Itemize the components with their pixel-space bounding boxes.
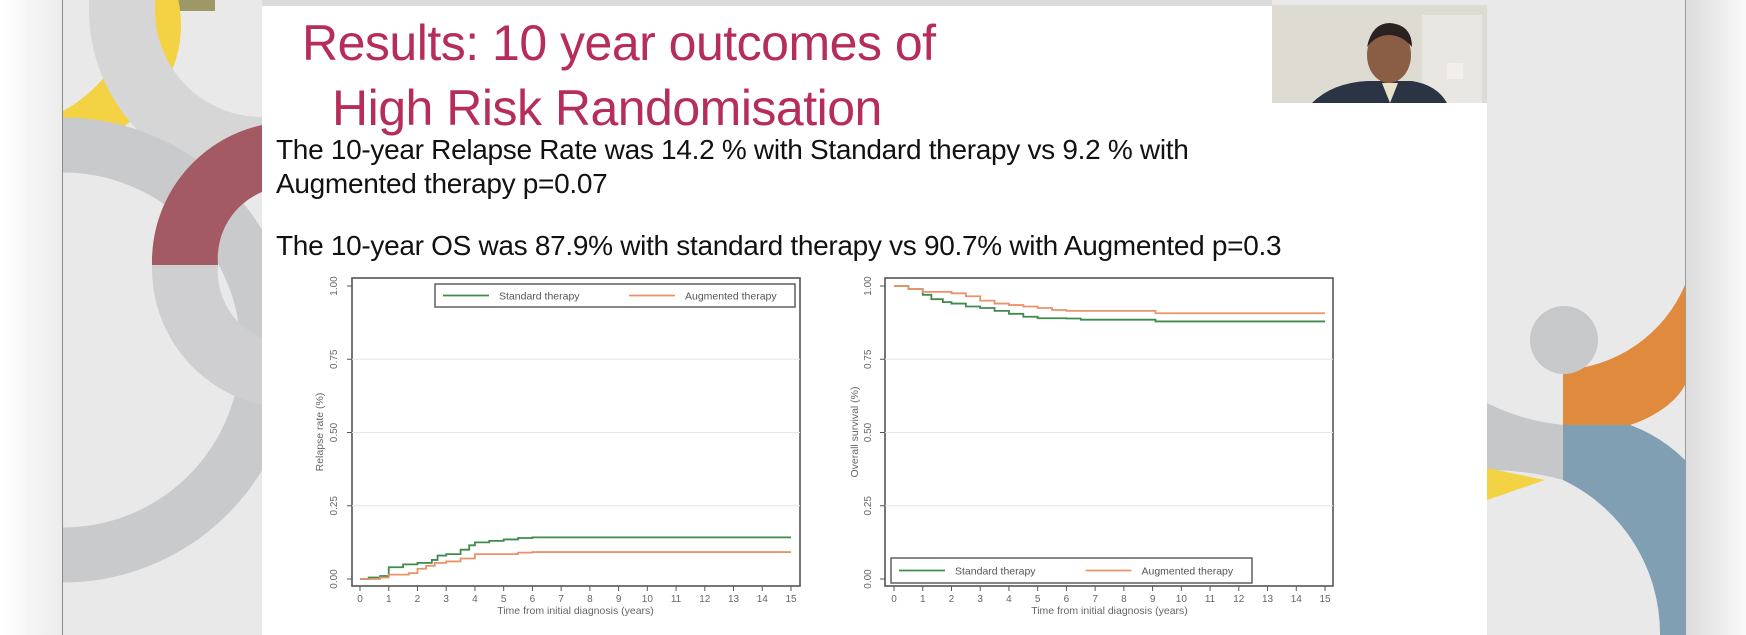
x-tick-label: 15 [1319,594,1331,605]
legend-label: Standard therapy [955,566,1036,578]
x-tick-label: 0 [357,594,363,605]
y-tick-label: 0.50 [329,422,340,442]
gray-arc-bottom [151,265,262,405]
y-tick-label: 0.75 [329,349,340,369]
presenter-webcam [1272,5,1487,103]
x-tick-label: 1 [920,594,926,605]
x-tick-label: 7 [558,594,564,605]
y-tick-label: 0.75 [863,349,874,369]
relapse-summary-line-2: Augmented therapy p=0.07 [276,168,608,199]
x-tick-label: 12 [699,594,711,605]
x-tick-label: 3 [977,594,983,605]
presenter-silhouette [1272,5,1487,103]
slide-title-line-2: High Risk Randomisation [332,80,882,136]
gray-dot [1530,306,1598,374]
y-tick-label: 0.50 [863,422,874,442]
legend-label: Standard therapy [499,291,580,303]
x-tick-label: 12 [1233,594,1245,605]
x-tick-label: 4 [472,594,478,605]
x-tick-label: 10 [1176,594,1188,605]
legend-box [890,557,1253,584]
gray-arc-right [1487,403,1563,480]
x-tick-label: 13 [1262,594,1274,605]
slide-top-strip [262,0,1272,6]
y-axis-label: Overall survival (%) [849,386,861,477]
x-tick-label: 9 [1150,594,1156,605]
orange-arc [1563,285,1685,425]
x-axis-label: Time from initial diagnosis (years) [497,605,654,617]
x-tick-label: 9 [616,594,622,605]
x-tick-label: 5 [1035,594,1041,605]
y-tick-label: 1.00 [863,276,874,296]
chart-legend: Standard therapy Augmented therapy [890,557,1253,584]
gray-arc-top [89,0,262,183]
blue-arc [1563,425,1685,635]
x-tick-label: 8 [587,594,593,605]
y-tick-label: 0.25 [329,496,340,516]
augmented-therapy-line [360,551,791,580]
x-tick-label: 11 [1205,594,1216,605]
standard-therapy-line [894,285,1325,323]
y-tick-label: 0.25 [863,496,874,516]
window-edge-left [0,0,63,635]
x-tick-label: 8 [1121,594,1127,605]
x-tick-label: 4 [1006,594,1012,605]
x-tick-label: 15 [785,594,797,605]
x-tick-label: 10 [642,594,654,605]
x-tick-label: 14 [1291,594,1303,605]
x-tick-label: 3 [443,594,449,605]
x-tick-label: 14 [757,594,769,605]
os-summary: The 10-year OS was 87.9% with standard t… [276,230,1282,261]
x-tick-label: 2 [415,594,421,605]
maroon-arc [151,125,262,265]
relapse-rate-chart: 0.000.250.500.751.000 1 2 3 4 5 6 7 8 9 10 11 12 13 14… [314,276,801,617]
y-tick-label: 0.00 [329,569,340,589]
overall-survival-chart: 0.000.250.500.751.000 1 2 3 4 5 6 7 8 9 10 11 12 13 14… [849,276,1334,617]
x-tick-label: 7 [1092,594,1098,605]
slide-title-line-1: Results: 10 year outcomes of [302,15,936,71]
x-tick-label: 1 [386,594,392,605]
x-tick-label: 11 [671,594,682,605]
y-axis-label: Relapse rate (%) [314,393,326,472]
x-tick-label: 5 [501,594,507,605]
x-tick-label: 2 [949,594,955,605]
legend-label: Augmented therapy [685,291,777,303]
x-tick-label: 6 [1064,594,1070,605]
x-tick-label: 0 [891,594,897,605]
relapse-summary-line-1: The 10-year Relapse Rate was 14.2 % with… [276,134,1189,165]
legend-box [434,283,796,308]
olive-block [148,0,215,11]
y-tick-label: 0.00 [863,569,874,589]
chart-legend: Standard therapy Augmented therapy [434,283,796,308]
augmented-therapy-line [894,285,1325,315]
yellow-sliver [1487,468,1545,500]
y-tick-label: 1.00 [329,276,340,296]
window-edge-right [1685,0,1746,635]
legend-label: Augmented therapy [1142,566,1234,578]
x-axis-label: Time from initial diagnosis (years) [1031,605,1188,617]
x-tick-label: 13 [728,594,740,605]
x-tick-label: 6 [530,594,536,605]
